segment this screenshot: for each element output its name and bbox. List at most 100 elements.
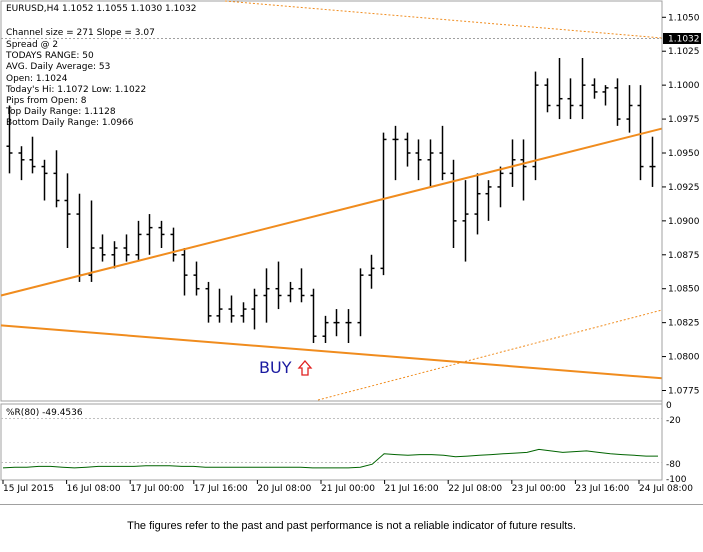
ohlc-bar [251,288,258,330]
indicator-tick-label: -80 [666,460,681,470]
time-tick-label: 15 Jul 2015 [3,484,54,494]
ohlc-bar [520,139,527,201]
ohlc-bar [333,309,340,337]
todays-range-text: TODAYS RANGE: 50 [6,51,94,62]
disclaimer-text: The figures refer to the past and past p… [127,520,576,532]
time-tick-label: 23 Jul 16:00 [575,484,629,494]
ohlc-bar [544,78,551,113]
ohlc-bar [462,180,469,262]
ohlc-bar [368,254,375,289]
up-arrow-icon [297,360,313,376]
ohlc-bar [88,200,95,282]
channel-extension-top [224,0,663,39]
time-tick-label: 24 Jul 08:00 [639,484,693,494]
ohlc-bar [18,146,25,181]
ohlc-bar [579,58,586,120]
price-tick-label: 1.0800 [668,353,700,363]
ohlc-bar [556,58,563,120]
spread-text: Spread @ 2 [6,40,59,50]
ohlc-bar [181,248,188,296]
ohlc-bar [216,288,223,323]
ohlc-bar [263,268,270,323]
price-tick-label: 1.1025 [668,47,700,57]
ohlc-bar [345,309,352,343]
top-daily-range-text: Top Daily Range: 1.1128 [6,107,116,118]
ohlc-bar [322,315,329,343]
ohlc-bar [602,85,609,106]
indicator-title: %R(80) -49.4536 [6,408,83,418]
ohlc-bar [450,159,457,248]
ohlc-bar [170,227,177,262]
ohlc-bar [287,281,294,303]
indicator-panel: %R(80) -49.4536 0 -20 -80 -100 [0,401,687,485]
main-panel [0,0,663,402]
ohlc-bar [474,173,481,235]
ohlc-bar [567,78,574,120]
time-tick-label: 23 Jul 00:00 [512,484,566,494]
price-tick-label: 1.0975 [668,115,700,125]
ohlc-bar [626,85,633,133]
williams-r-line [2,448,658,469]
ohlc-bar [6,105,13,174]
ohlc-bar [380,132,387,276]
time-tick-label: 22 Jul 08:00 [448,484,502,494]
ohlc-bar [649,136,656,187]
pips-from-open-text: Pips from Open: 8 [6,96,87,107]
ohlc-bar [532,71,539,181]
price-tick-label: 1.0925 [668,183,700,193]
ohlc-bar [497,166,504,208]
current-price-label: 1.1032 [668,35,700,45]
ohlc-bar [439,125,446,181]
indicator-tick-label: -20 [666,416,681,426]
price-tick-label: 1.0875 [668,251,700,261]
ohlc-bar [111,241,118,269]
time-tick-label: 20 Jul 08:00 [257,484,311,494]
ohlc-bar [41,159,48,201]
time-axis: 15 Jul 2015 16 Jul 08:00 17 Jul 00:00 17 Ju… [2,480,693,494]
ohlc-bar [193,261,200,296]
ohlc-bar [637,85,644,181]
time-tick-label: 17 Jul 00:00 [130,484,184,494]
ohlc-bar [99,234,106,262]
ohlc-bar [298,268,305,303]
ohlc-bar [614,78,621,126]
avg-daily-text: AVG. Daily Average: 53 [6,62,111,73]
price-tick-label: 1.0775 [668,387,700,397]
ohlc-bar [509,139,516,187]
chart-area: 1.1050 1.1025 1.1000 1.0975 1.0950 1.0925 1.09… [0,0,701,494]
indicator-tick-label: 0 [666,401,672,411]
ohlc-bar [275,261,282,310]
bottom-daily-range-text: Bottom Daily Range: 1.0966 [6,118,134,129]
ohlc-bar [205,281,212,323]
channel-info: Channel size = 271 Slope = 3.07 [6,28,155,38]
ohlc-bar [146,214,153,255]
current-price-tag: 1.1032 [663,33,701,45]
price-tick-label: 1.0950 [668,149,700,159]
price-axis: 1.1050 1.1025 1.1000 1.0975 1.0950 1.0925 1.09… [661,1,700,480]
ohlc-bar [485,180,492,221]
indicator-axis: 0 -20 -80 -100 [666,401,687,485]
channel-upper-line [0,127,663,297]
price-tick-label: 1.1000 [668,81,700,91]
ohlc-bar [427,139,434,187]
ohlc-bar [357,268,364,337]
footer-divider [0,504,703,505]
chart-header-title: EURUSD,H4 1.1052 1.1055 1.1030 1.1032 [6,4,197,14]
ohlc-bar [29,136,36,174]
channel-lower-line [0,324,663,380]
time-tick-label: 17 Jul 16:00 [194,484,248,494]
ohlc-bar [310,288,317,343]
ohlc-bar [123,234,130,262]
ohlc-bars [6,58,656,343]
buy-label: BUY [259,358,292,377]
ohlc-bar [158,220,165,248]
indicator-tick-label: -100 [666,475,687,485]
price-tick-label: 1.1050 [668,13,700,23]
ohlc-bar [228,295,235,323]
stats-block: Spread @ 2 TODAYS RANGE: 50 AVG. Daily A… [6,40,146,130]
ohlc-bar [404,132,411,167]
today-hilo-text: Today's Hi: 1.1072 Low: 1.1022 [6,84,147,95]
ohlc-bar [64,173,71,248]
ohlc-bar [591,78,598,99]
buy-annotation: BUY [259,358,313,377]
